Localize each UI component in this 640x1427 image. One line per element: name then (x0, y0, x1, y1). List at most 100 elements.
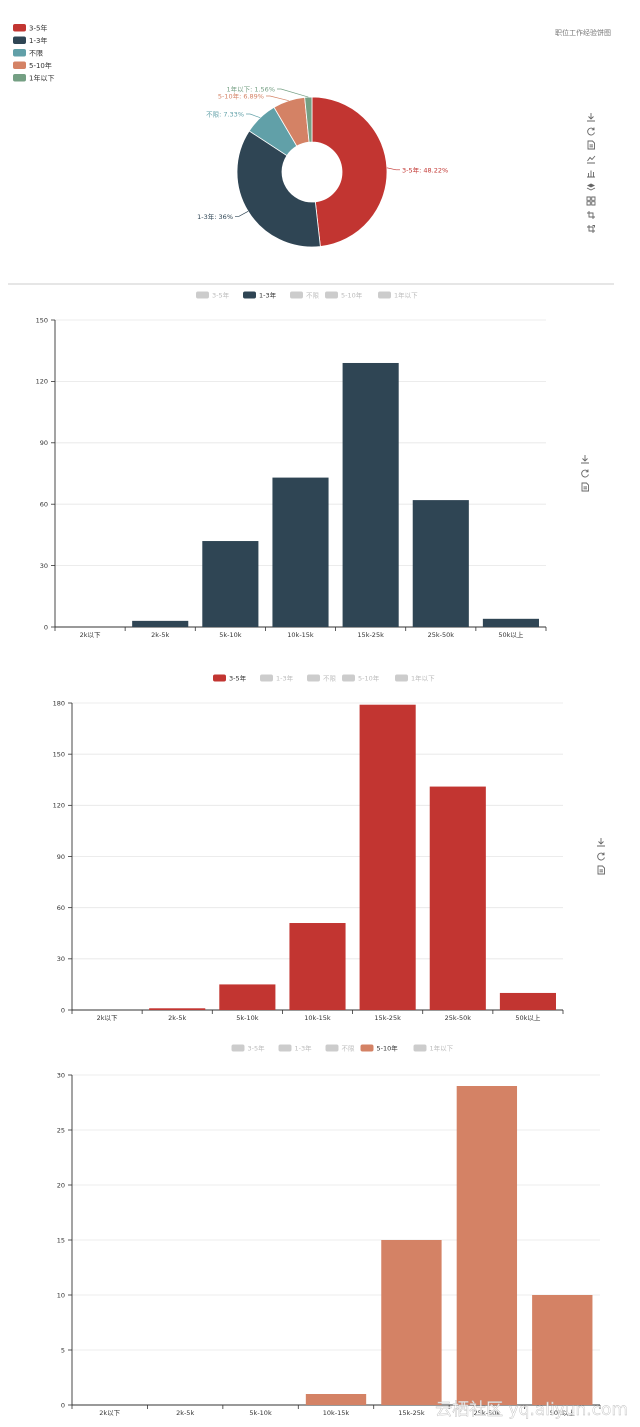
pie-legend-label: 5-10年 (29, 61, 52, 70)
data-view-icon[interactable] (596, 865, 606, 875)
refresh-icon[interactable] (586, 126, 596, 136)
x-tick-label: 2k-5k (168, 1014, 186, 1022)
bar-legend: 3-5年 1-3年 不限 5-10年 1年以下 (231, 1044, 454, 1053)
bar-chart-5-10-years: 3-5年 1-3年 不限 5-10年 1年以下 0 5 10 15 20 25 30 2k以下 2k-5k… (57, 1044, 601, 1417)
bar-legend-item-1-3-years[interactable]: 1-3年 (278, 1044, 313, 1053)
bar-legend-item-1-3-years[interactable]: 1-3年 (243, 291, 277, 300)
bar-5k-10k[interactable] (219, 984, 276, 1010)
y-tick-label: 20 (57, 1181, 65, 1189)
grid-lines (68, 1074, 600, 1406)
bar-legend-label: 3-5年 (212, 291, 230, 300)
pie-slice-3-5-years[interactable] (311, 96, 388, 247)
y-tick-label: 30 (57, 1071, 65, 1079)
bar-2k-5k[interactable] (132, 620, 189, 627)
y-tick-label: 120 (53, 802, 65, 810)
bar-50k以上[interactable] (532, 1295, 593, 1405)
pie-legend-item-unlimited[interactable]: 不限 (13, 49, 43, 58)
bar-legend-item-5-10-years[interactable]: 5-10年 (325, 291, 363, 300)
bar-10k-15k[interactable] (289, 923, 346, 1010)
bar-2k-5k[interactable] (149, 1008, 206, 1010)
bar-legend-label: 1年以下 (411, 674, 435, 683)
bar-toolbox (596, 837, 606, 875)
bar-legend-item-5-10-years[interactable]: 5-10年 (342, 674, 380, 683)
pie-slice-1-3-years[interactable] (236, 130, 321, 248)
bar-legend-label: 1-3年 (259, 291, 277, 300)
x-tick-label: 5k-10k (236, 1014, 259, 1022)
bar-legend-label: 不限 (323, 674, 337, 683)
bar-legend-label: 1-3年 (276, 674, 294, 683)
bar-legend-item-unlimited[interactable]: 不限 (290, 291, 320, 300)
pie-legend-item-1-3-years[interactable]: 1-3年 (13, 36, 47, 45)
x-tick-label: 50k以上 (498, 630, 524, 639)
y-tick-label: 180 (53, 699, 65, 707)
pie-label-5-10-years: 5-10年: 6.89% (218, 92, 264, 101)
bar-legend-item-1-3-years[interactable]: 1-3年 (260, 674, 294, 683)
bar-50k以上[interactable] (482, 618, 539, 627)
y-tick-label: 30 (57, 955, 65, 963)
bar-legend-label: 3-5年 (248, 1044, 266, 1053)
y-tick-label: 0 (44, 623, 48, 631)
pie-legend-item-5-10-years[interactable]: 5-10年 (13, 61, 52, 70)
pie-label-line (235, 211, 249, 217)
bar-legend-item-under-1-year[interactable]: 1年以下 (395, 674, 435, 683)
x-tick-label: 2k-5k (151, 631, 169, 639)
bar-5k-10k[interactable] (202, 541, 259, 627)
pie-legend-label: 1年以下 (29, 74, 54, 83)
y-tick-label: 120 (36, 378, 48, 386)
bar-15k-25k[interactable] (381, 1240, 442, 1405)
y-tick-label: 5 (61, 1346, 65, 1354)
bar-legend-item-3-5-years[interactable]: 3-5年 (213, 674, 247, 683)
download-icon[interactable] (596, 837, 606, 847)
x-tick-label: 25k-50k (445, 1014, 472, 1022)
bar-25k-50k[interactable] (456, 1086, 518, 1405)
bar-legend-label: 1-3年 (295, 1044, 313, 1053)
y-tick-label: 150 (53, 750, 65, 758)
zoom-reset-icon[interactable] (586, 224, 596, 234)
bar-25k-50k[interactable] (429, 786, 486, 1010)
bar-legend-label: 不限 (342, 1044, 356, 1053)
x-tick-label: 5k-10k (249, 1409, 272, 1417)
download-icon[interactable] (580, 454, 590, 464)
line-chart-icon[interactable] (586, 154, 596, 164)
bar-15k-25k[interactable] (342, 362, 399, 627)
stack-icon[interactable] (586, 182, 596, 192)
refresh-icon[interactable] (580, 468, 590, 478)
y-tick-label: 90 (40, 439, 48, 447)
data-view-icon[interactable] (586, 140, 596, 150)
bar-legend-item-under-1-year[interactable]: 1年以下 (378, 291, 418, 300)
bar-legend-label: 不限 (306, 291, 320, 300)
bar-10k-15k[interactable] (305, 1394, 367, 1405)
bar-legend-item-under-1-year[interactable]: 1年以下 (413, 1044, 454, 1053)
bar-10k-15k[interactable] (272, 477, 329, 627)
pie-legend-item-under-1-year[interactable]: 1年以下 (13, 74, 54, 83)
bar-25k-50k[interactable] (412, 500, 469, 627)
y-tick-label: 10 (57, 1291, 65, 1299)
pie-slice-under-1-year[interactable] (304, 96, 313, 143)
refresh-icon[interactable] (596, 851, 606, 861)
bar-legend-label: 1年以下 (430, 1044, 454, 1053)
x-tick-label: 15k-25k (398, 1409, 425, 1417)
pie-label-unlimited: 不限: 7.33% (206, 110, 244, 119)
data-view-icon[interactable] (580, 482, 590, 492)
x-tick-label: 10k-15k (323, 1409, 350, 1417)
bar-50k以上[interactable] (499, 992, 556, 1010)
zoom-icon[interactable] (586, 210, 596, 220)
watermark-text: 云栖社区 yq.aliyun.com (435, 1400, 628, 1420)
x-tick-label: 2k以下 (99, 1409, 120, 1417)
bar-legend-item-5-10-years[interactable]: 5-10年 (360, 1044, 399, 1053)
download-icon[interactable] (586, 112, 596, 122)
pie-legend-item-3-5-years[interactable]: 3-5年 (13, 24, 47, 33)
bar-legend-item-unlimited[interactable]: 不限 (325, 1044, 356, 1053)
bar-legend-item-3-5-years[interactable]: 3-5年 (231, 1044, 266, 1053)
tiled-icon[interactable] (586, 196, 596, 206)
bar-legend-item-3-5-years[interactable]: 3-5年 (196, 291, 230, 300)
y-tick-label: 60 (57, 904, 65, 912)
bar-legend-item-unlimited[interactable]: 不限 (307, 674, 337, 683)
bar-15k-25k[interactable] (359, 704, 416, 1010)
x-tick-label: 2k-5k (176, 1409, 194, 1417)
y-tick-label: 90 (57, 853, 65, 861)
bar-chart-icon[interactable] (586, 168, 596, 178)
x-tick-label: 25k-50k (428, 631, 455, 639)
bar-chart-3-5-years: 3-5年 1-3年 不限 5-10年 1年以下 0 30 60 90 120 150 180 2k以下 2… (53, 674, 606, 1022)
